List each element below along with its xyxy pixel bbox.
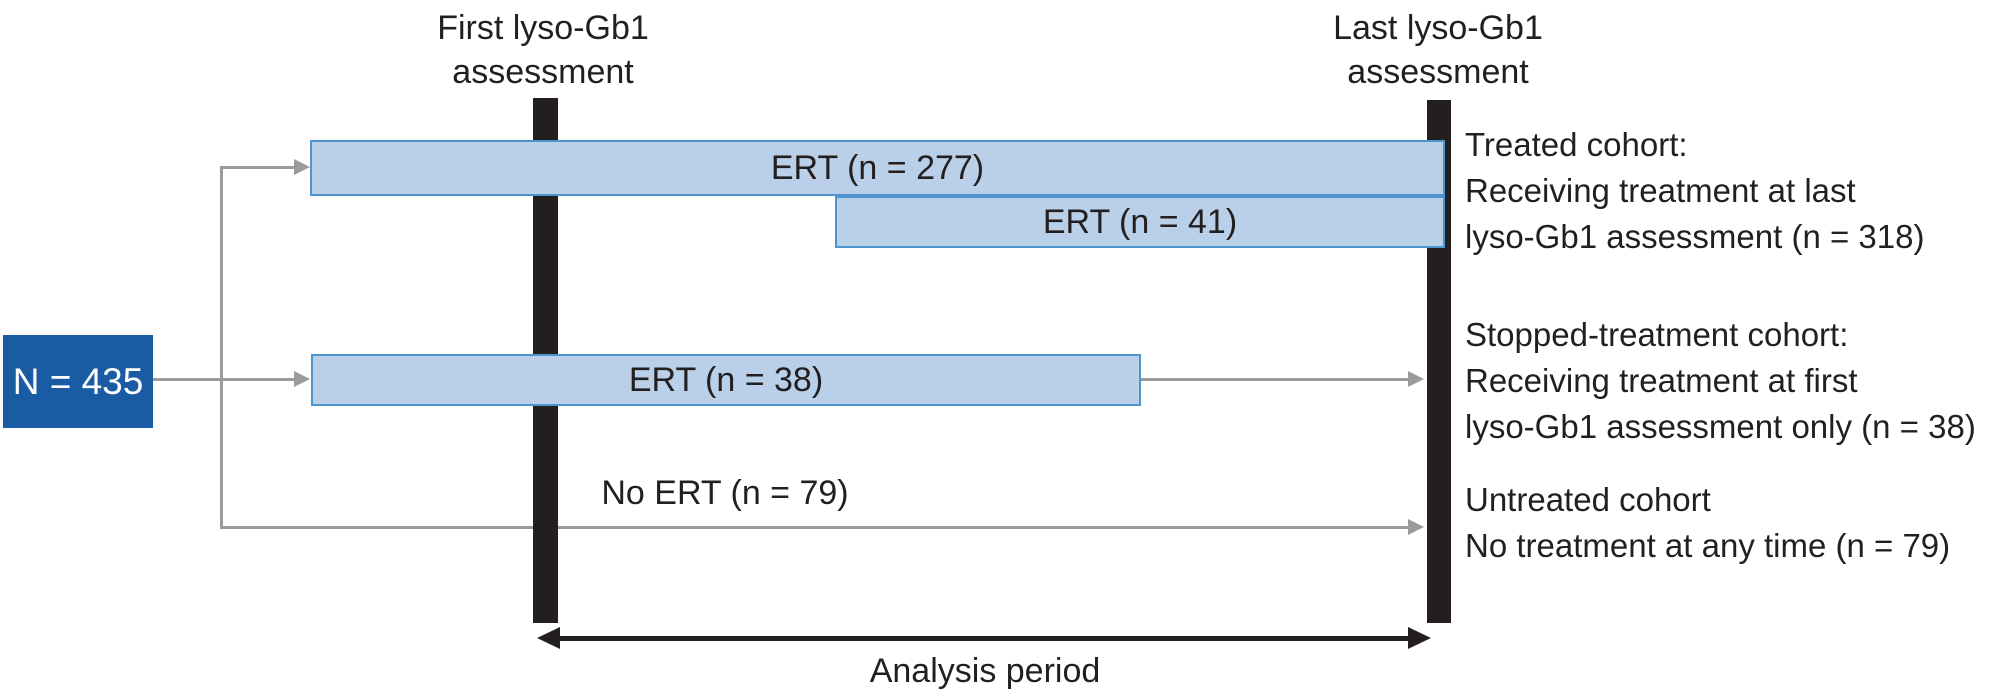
population-label: N = 435	[12, 360, 144, 402]
arrow-untreated-to-last-bar-icon	[1408, 519, 1424, 535]
arrow-stopped-to-last-bar-icon	[1408, 371, 1424, 387]
ert-stopped-label: ERT (n = 38)	[628, 360, 824, 399]
analysis-period-label: Analysis period	[869, 652, 1101, 690]
analysis-arrowhead-right-icon	[1408, 627, 1431, 649]
connector-to-stopped-line	[152, 378, 298, 381]
ert-treated-additional-label: ERT (n = 41)	[1042, 202, 1238, 241]
first-assessment-label-line1: First lyso-Gb1	[437, 9, 649, 47]
stopped-to-last-bar-line	[1141, 378, 1411, 381]
connector-to-treated-line	[220, 166, 298, 169]
ert-treated-additional-box: ERT (n = 41)	[835, 196, 1445, 248]
stopped-cohort-line2: Receiving treatment at first	[1465, 362, 1858, 399]
treated-cohort-line2: Receiving treatment at last	[1465, 172, 1856, 209]
first-assessment-label-line2: assessment	[452, 53, 634, 91]
last-assessment-label-line2: assessment	[1347, 53, 1529, 91]
stopped-cohort-line3: lyso-Gb1 assessment only (n = 38)	[1465, 408, 1976, 445]
arrow-to-treated-icon	[294, 159, 310, 175]
analysis-arrowhead-left-icon	[537, 627, 560, 649]
first-assessment-label: First lyso-Gb1 assessment	[368, 6, 718, 94]
treated-cohort-line3: lyso-Gb1 assessment (n = 318)	[1465, 218, 1925, 255]
branch-vertical-line	[220, 167, 223, 528]
ert-treated-main-label: ERT (n = 277)	[770, 148, 985, 187]
treated-cohort-line1: Treated cohort:	[1465, 126, 1688, 163]
untreated-cohort-line1: Untreated cohort	[1465, 481, 1711, 518]
untreated-line	[220, 526, 1410, 529]
last-assessment-label-line1: Last lyso-Gb1	[1333, 9, 1543, 47]
no-ert-label: No ERT (n = 79)	[601, 474, 849, 512]
ert-treated-main-box: ERT (n = 277)	[310, 140, 1445, 196]
stopped-cohort-text: Stopped-treatment cohort: Receiving trea…	[1465, 312, 2008, 450]
untreated-cohort-text: Untreated cohort No treatment at any tim…	[1465, 477, 2008, 569]
arrow-to-stopped-icon	[294, 371, 310, 387]
ert-stopped-box: ERT (n = 38)	[311, 354, 1141, 406]
last-assessment-label: Last lyso-Gb1 assessment	[1263, 6, 1613, 94]
population-box: N = 435	[3, 335, 153, 428]
treated-cohort-text: Treated cohort: Receiving treatment at l…	[1465, 122, 2008, 260]
stopped-cohort-line1: Stopped-treatment cohort:	[1465, 316, 1849, 353]
untreated-cohort-line2: No treatment at any time (n = 79)	[1465, 527, 1951, 564]
analysis-period-line	[556, 636, 1412, 641]
